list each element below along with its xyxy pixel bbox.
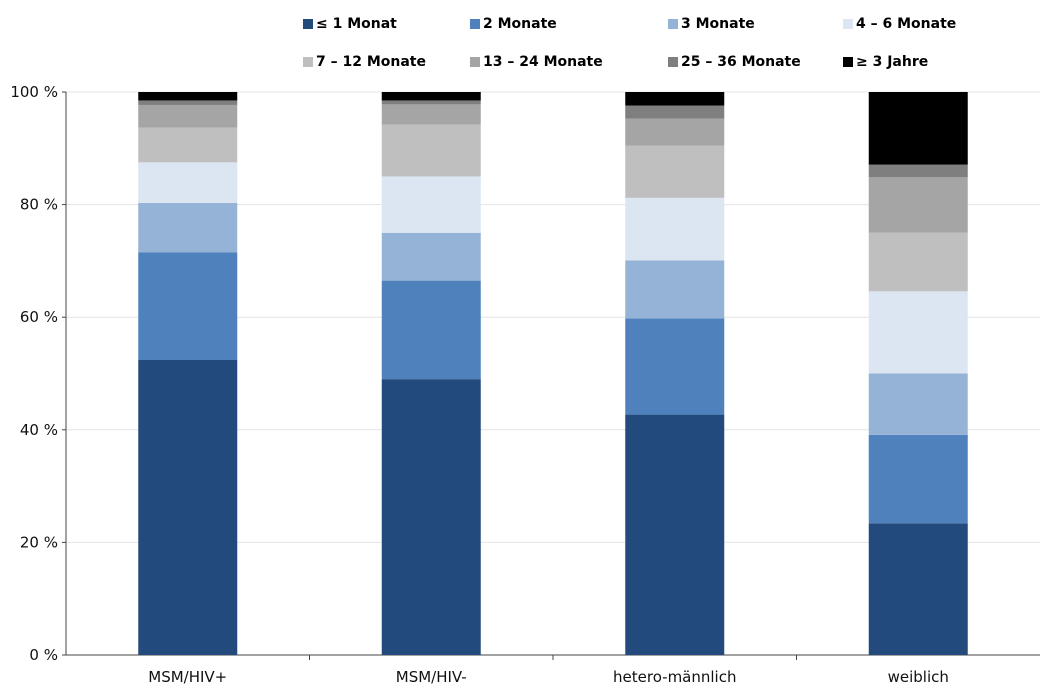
bar-segment bbox=[625, 145, 725, 198]
bar-segment bbox=[381, 379, 481, 655]
legend-label: 7 – 12 Monate bbox=[316, 54, 426, 70]
legend-swatch bbox=[668, 19, 678, 29]
legend-item: ≥ 3 Jahre bbox=[843, 54, 928, 70]
bar-segment bbox=[381, 124, 481, 177]
bar-segment bbox=[381, 232, 481, 281]
legend-item: 3 Monate bbox=[668, 16, 755, 32]
bar-segment bbox=[868, 523, 968, 655]
bar-segment bbox=[381, 104, 481, 125]
y-tick-label: 0 % bbox=[29, 646, 58, 664]
legend-label: 13 – 24 Monate bbox=[483, 54, 603, 70]
y-tick-label: 60 % bbox=[20, 308, 58, 326]
bar-segment bbox=[381, 100, 481, 105]
bar-segment bbox=[868, 177, 968, 233]
y-tick-label: 40 % bbox=[20, 421, 58, 439]
bar-segment bbox=[625, 118, 725, 146]
y-tick-label: 20 % bbox=[20, 533, 58, 551]
bar-segment bbox=[868, 164, 968, 178]
legend-item: 13 – 24 Monate bbox=[470, 54, 603, 70]
bar-segment bbox=[138, 104, 238, 128]
bar-segment bbox=[868, 291, 968, 374]
bar-segment bbox=[868, 373, 968, 435]
legend-swatch bbox=[668, 57, 678, 67]
legend-label: ≤ 1 Monat bbox=[316, 16, 397, 32]
bar-segment bbox=[868, 92, 968, 165]
x-tick-label: weiblich bbox=[888, 668, 949, 686]
bar-segment bbox=[138, 92, 238, 101]
legend-label: 2 Monate bbox=[483, 16, 557, 32]
y-tick-label: 80 % bbox=[20, 196, 58, 214]
legend-swatch bbox=[843, 57, 853, 67]
bar-segment bbox=[138, 162, 238, 203]
bar-segment bbox=[625, 318, 725, 415]
legend-label: 25 – 36 Monate bbox=[681, 54, 801, 70]
legend-label: 3 Monate bbox=[681, 16, 755, 32]
legend-swatch bbox=[303, 19, 313, 29]
bar-segment bbox=[138, 202, 238, 253]
bar-segment bbox=[138, 359, 238, 655]
bar-segment bbox=[138, 252, 238, 360]
legend-item: ≤ 1 Monat bbox=[303, 16, 397, 32]
bar-segment bbox=[625, 414, 725, 655]
x-tick-label: MSM/HIV- bbox=[396, 668, 467, 686]
bar-segment bbox=[138, 100, 238, 105]
bar-segment bbox=[868, 232, 968, 292]
bar-segment bbox=[138, 127, 238, 163]
legend-swatch bbox=[303, 57, 313, 67]
bar-segment bbox=[381, 176, 481, 233]
legend-swatch bbox=[843, 19, 853, 29]
bar-segment bbox=[381, 280, 481, 380]
legend-swatch bbox=[470, 19, 480, 29]
y-tick-label: 100 % bbox=[10, 83, 58, 101]
bar-segment bbox=[381, 92, 481, 101]
legend-label: ≥ 3 Jahre bbox=[856, 54, 929, 70]
legend-item: 7 – 12 Monate bbox=[303, 54, 426, 70]
legend-swatch bbox=[470, 57, 480, 67]
bar-segment bbox=[625, 105, 725, 119]
bar-segment bbox=[625, 260, 725, 319]
bar-segment bbox=[625, 92, 725, 106]
legend-item: 25 – 36 Monate bbox=[668, 54, 801, 70]
bar-segment bbox=[625, 197, 725, 261]
x-tick-label: hetero-männlich bbox=[613, 668, 736, 686]
legend-item: 2 Monate bbox=[470, 16, 557, 32]
bar-segment bbox=[868, 434, 968, 524]
x-tick-label: MSM/HIV+ bbox=[148, 668, 227, 686]
legend-label: 4 – 6 Monate bbox=[856, 16, 957, 32]
legend-item: 4 – 6 Monate bbox=[843, 16, 956, 32]
